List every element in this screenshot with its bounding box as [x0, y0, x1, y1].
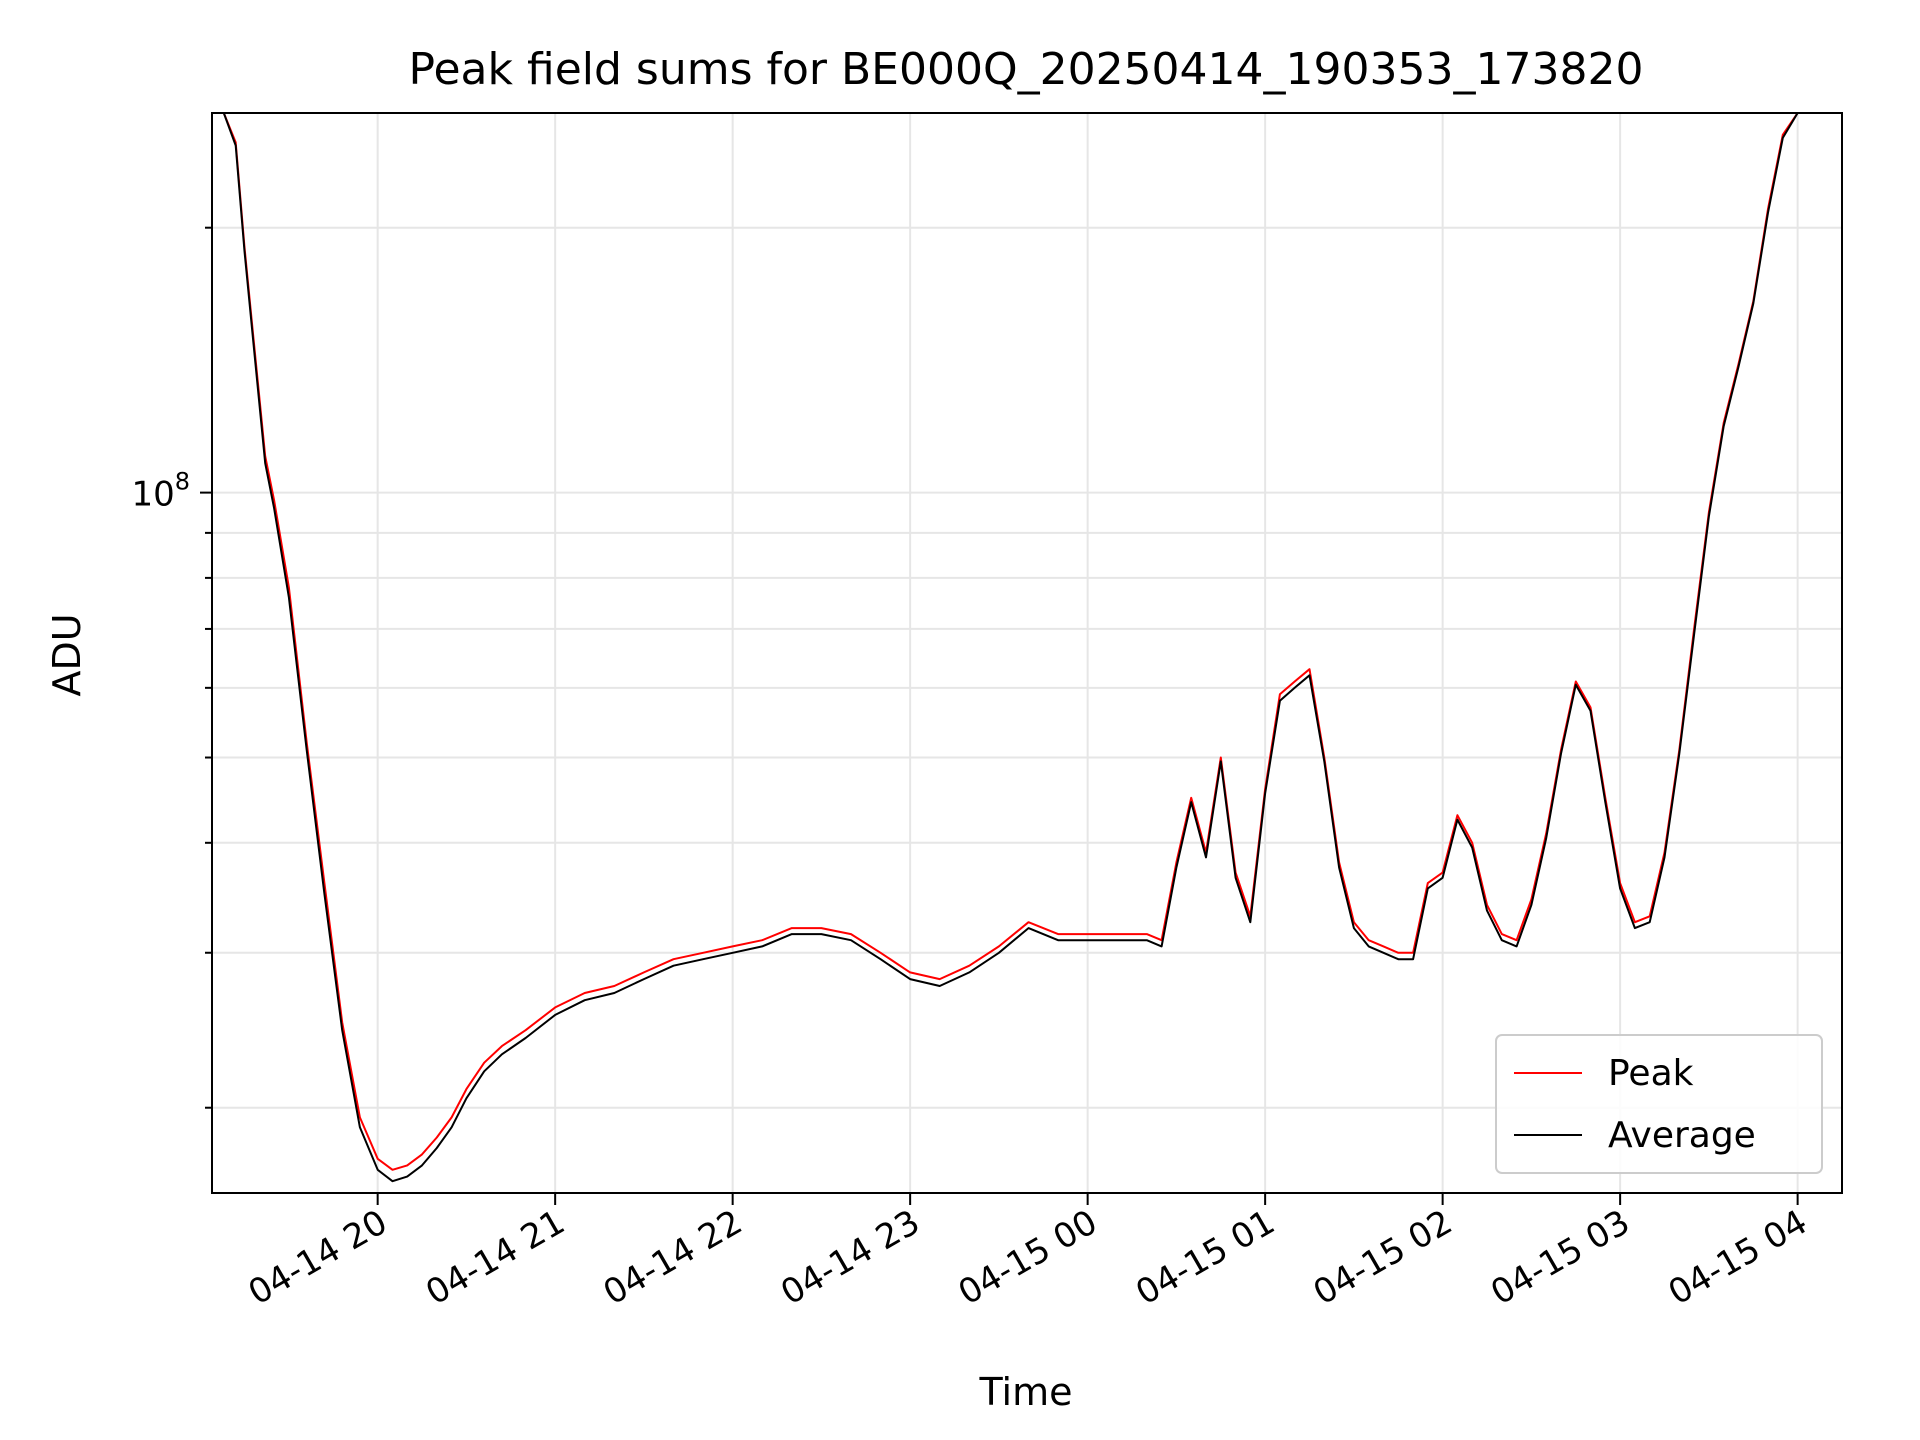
chart-title: Peak field sums for BE000Q_20250414_1903…	[409, 44, 1644, 95]
plot-frame	[211, 112, 1843, 1194]
legend-label-peak: Peak	[1608, 1053, 1694, 1094]
legend-box	[1495, 1034, 1823, 1174]
series-line-average	[212, 112, 1799, 1183]
legend: Peak Average	[1495, 1034, 1823, 1174]
x-axis-label: Time	[979, 1370, 1073, 1414]
y-axis-label: ADU	[45, 613, 89, 696]
series-layer	[212, 112, 1799, 1183]
y-tick-label: 108	[131, 468, 190, 515]
legend-label-average: Average	[1608, 1115, 1756, 1156]
y-axis: 108	[131, 226, 212, 1109]
grid-layer	[212, 113, 1842, 1193]
series-line-peak	[212, 112, 1799, 1171]
